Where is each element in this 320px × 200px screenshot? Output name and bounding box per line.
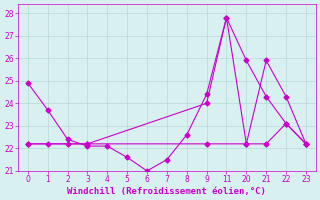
X-axis label: Windchill (Refroidissement éolien,°C): Windchill (Refroidissement éolien,°C) bbox=[68, 187, 266, 196]
